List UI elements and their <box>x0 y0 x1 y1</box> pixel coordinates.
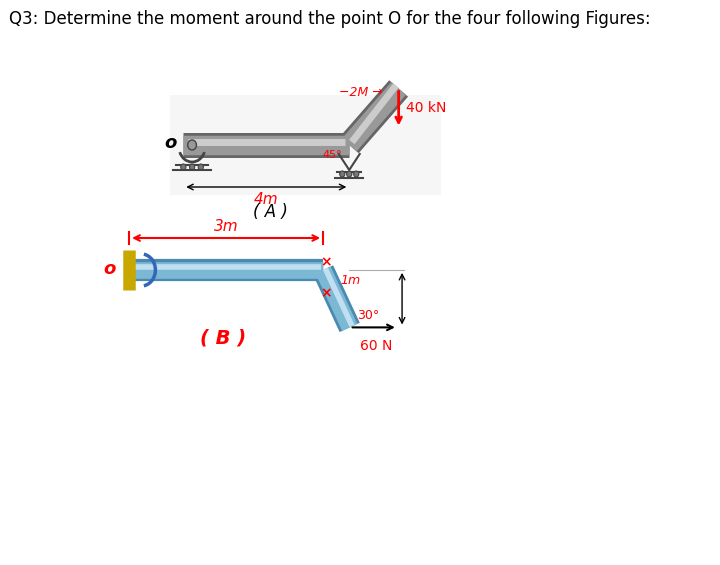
Text: o: o <box>164 134 176 152</box>
Text: 1m: 1m <box>341 273 361 286</box>
Text: 45°: 45° <box>323 150 342 160</box>
Text: 4m: 4m <box>254 192 279 207</box>
Circle shape <box>181 164 186 170</box>
Text: ×: × <box>320 255 333 269</box>
Text: Q3: Determine the moment around the point O for the four following Figures:: Q3: Determine the moment around the poin… <box>9 10 650 28</box>
Circle shape <box>340 171 345 177</box>
Text: 40 kN: 40 kN <box>405 102 446 115</box>
Circle shape <box>354 171 359 177</box>
Text: −2M →: −2M → <box>339 86 383 99</box>
Text: o: o <box>103 260 115 278</box>
Circle shape <box>346 171 352 177</box>
Text: ( A ): ( A ) <box>253 203 288 221</box>
Circle shape <box>188 140 197 150</box>
Text: ( B ): ( B ) <box>199 328 246 347</box>
Text: ×: × <box>320 286 332 301</box>
Text: 3m: 3m <box>214 219 238 234</box>
Circle shape <box>189 164 194 170</box>
FancyBboxPatch shape <box>170 95 441 195</box>
Text: 60 N: 60 N <box>360 340 392 353</box>
Circle shape <box>198 164 204 170</box>
Text: 30°: 30° <box>356 309 379 322</box>
